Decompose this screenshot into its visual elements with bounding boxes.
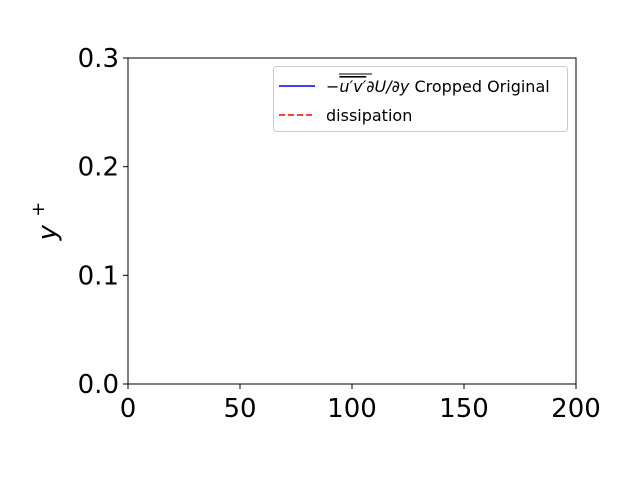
legend-box <box>273 66 568 132</box>
y-axis-ticks: 0.0 0.1 0.2 0.3 <box>78 44 128 400</box>
y-axis-label-text: y <box>33 224 63 241</box>
x-tick-label: 200 <box>551 394 601 424</box>
legend-label-0: −u′v′∂U/∂y Cropped Original <box>326 77 550 96</box>
x-tick-label: 150 <box>439 394 489 424</box>
legend: −u′v′∂U/∂y Cropped Original dissipation <box>273 66 568 132</box>
y-axis-label: y + <box>28 202 63 242</box>
x-tick-label: 0 <box>120 394 137 424</box>
legend-label-0-tail: Cropped Original <box>409 77 549 96</box>
y-tick-label: 0.0 <box>78 370 119 400</box>
x-tick-label: 100 <box>327 394 377 424</box>
legend-label-0-prefix: − <box>326 77 339 96</box>
y-axis-label-superscript: + <box>28 202 49 217</box>
y-tick-label: 0.2 <box>78 153 119 183</box>
legend-label-1: dissipation <box>326 106 412 125</box>
x-axis-ticks: 0 50 100 150 200 <box>120 384 601 424</box>
x-tick-label: 50 <box>223 394 256 424</box>
legend-label-0-overlined: u′v′ <box>339 77 366 96</box>
y-tick-label: 0.1 <box>78 261 119 291</box>
y-tick-label: 0.3 <box>78 44 119 74</box>
legend-label-0-suffix: ∂U/∂y <box>366 77 410 96</box>
